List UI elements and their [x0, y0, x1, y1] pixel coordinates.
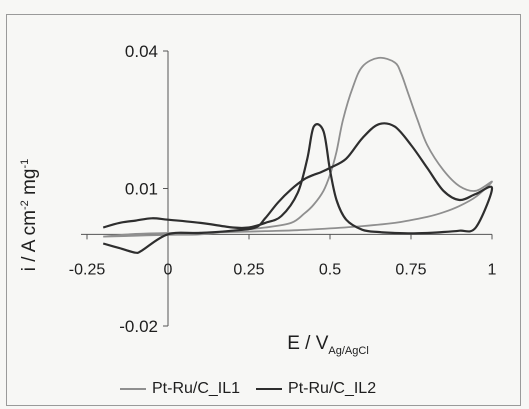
x-axis-label-sub: Ag/AgCl	[328, 344, 369, 357]
legend-item-il2: Pt-Ru/C_IL2	[256, 380, 376, 398]
legend-swatch-il1	[120, 388, 146, 390]
series-line-pt-ru-c-il2	[102, 122, 494, 254]
y-tick-label: 0.01	[125, 180, 158, 199]
y-axis-label: i / A cm-2 mg-1	[19, 159, 41, 272]
y-axis-label-exp2: -1	[18, 158, 31, 169]
legend-item-il1: Pt-Ru/C_IL1	[120, 380, 240, 398]
x-tick-label: 1	[488, 261, 497, 278]
x-tick-label: 0	[164, 261, 173, 278]
y-tick-label: -0.02	[119, 317, 158, 336]
legend-swatch-il2	[256, 388, 283, 390]
y-axis-label-exp1: -2	[18, 200, 31, 210]
y-axis-label-mid: mg	[19, 168, 41, 201]
legend: Pt-Ru/C_IL1 Pt-Ru/C_IL2	[120, 380, 392, 398]
x-tick-label: 0.75	[395, 261, 426, 278]
x-tick-label: 0.25	[233, 261, 264, 278]
x-tick-label: 0.5	[319, 261, 341, 278]
series-line-pt-ru-c-il1	[103, 56, 493, 238]
legend-label-il2: Pt-Ru/C_IL2	[288, 380, 377, 397]
x-axis-label-main: E / V	[287, 333, 329, 354]
legend-label-il1: Pt-Ru/C_IL1	[152, 380, 241, 397]
x-axis-label: E / VAg/AgCl	[287, 333, 369, 357]
y-tick-label: 0.04	[125, 42, 158, 61]
tick-layer: -0.02 0.01 0.04 -0.25 0 0.25 0.5 0.75 1	[69, 42, 497, 336]
series-layer	[102, 56, 494, 254]
chart-frame	[6, 14, 521, 406]
x-tick-label: -0.25	[69, 261, 106, 278]
y-axis-label-main: i / A cm	[19, 210, 41, 272]
